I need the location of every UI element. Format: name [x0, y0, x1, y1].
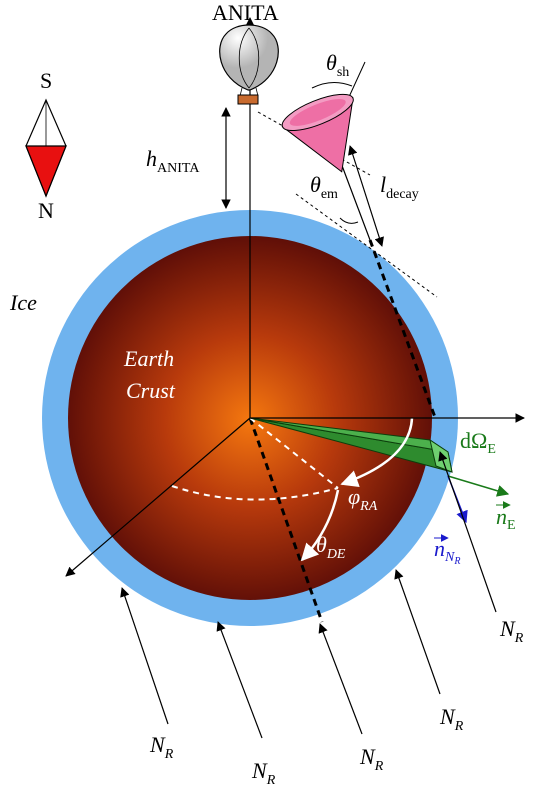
- flux-label-4: NR: [439, 704, 464, 734]
- flux-arrow-2: [216, 621, 263, 739]
- theta-de-arc: [300, 489, 340, 562]
- compass: [25, 98, 67, 198]
- h-anita-label: hANITA: [146, 146, 200, 176]
- flux-label-2: NR: [251, 758, 276, 788]
- theta-de-label: θDE: [316, 532, 346, 562]
- flux-arrow-3: [318, 623, 363, 735]
- domega-label: dΩE: [460, 428, 496, 457]
- l-decay-label: ldecay: [380, 172, 419, 202]
- anita-balloon: [219, 24, 279, 105]
- theta-sh-label: θsh: [326, 50, 349, 80]
- phi-ra-label: φRA: [348, 484, 378, 514]
- normal-n-e: [447, 475, 510, 497]
- n-nr-label: nNR: [434, 536, 460, 567]
- flux-label-5: NR: [499, 616, 524, 646]
- emission-cone: [281, 93, 354, 173]
- trajectory-inside: [368, 239, 438, 421]
- theta-em-arc: [339, 217, 359, 224]
- flux-label-1: NR: [149, 732, 174, 762]
- flux-arrow-1: [120, 587, 169, 725]
- phi-ra-arc: [340, 417, 414, 488]
- flux-label-3: NR: [359, 744, 384, 774]
- radial-dashed-line: [248, 417, 324, 623]
- ice-label: Ice: [9, 290, 37, 315]
- l-decay-arrow: [348, 145, 384, 247]
- equator-arc: [171, 485, 339, 501]
- earth-label: Earth: [123, 346, 174, 371]
- flux-arrow-4: [394, 569, 441, 695]
- compass-n-label: N: [38, 198, 54, 223]
- theta-sh-arc: [311, 82, 353, 89]
- flux-arrow-5: [438, 451, 497, 613]
- n-e-label: nE: [496, 504, 516, 533]
- anita-label: ANITA: [212, 0, 279, 25]
- theta-em-label: θem: [310, 172, 338, 202]
- crust-label: Crust: [126, 378, 176, 403]
- white-dashed-radial: [249, 417, 339, 489]
- axis-diagonal: [65, 417, 251, 577]
- tangent-line: [295, 193, 438, 298]
- compass-s-label: S: [40, 68, 52, 93]
